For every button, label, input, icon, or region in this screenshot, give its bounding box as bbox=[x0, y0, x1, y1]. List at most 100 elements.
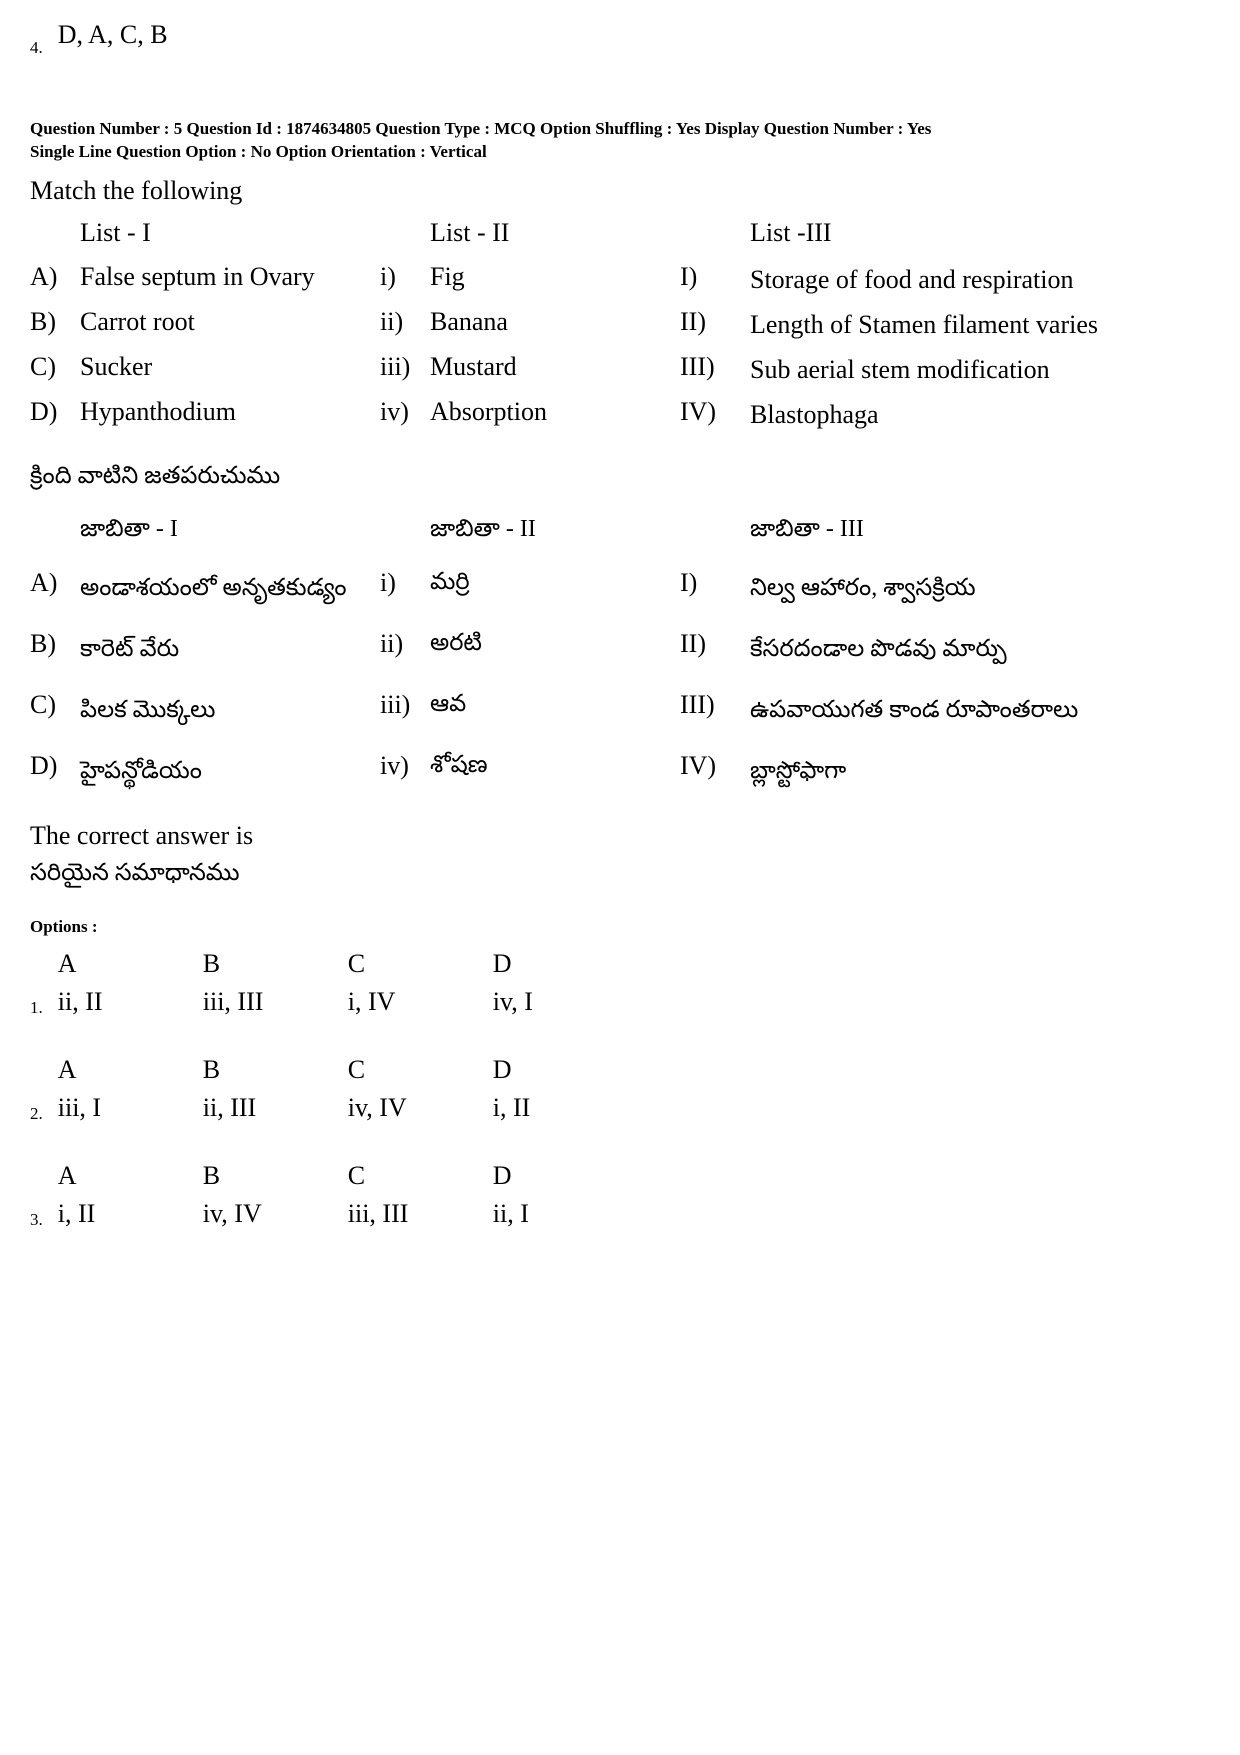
te-row-label-iv: iv) bbox=[380, 751, 430, 781]
te-row-c3: బ్లాస్టోఫాగా bbox=[750, 751, 1100, 792]
row-c1: False septum in Ovary bbox=[80, 262, 380, 292]
option-header-row: A B C D bbox=[58, 1051, 638, 1089]
question-metadata: Question Number : 5 Question Id : 187463… bbox=[30, 118, 1210, 164]
te-row-label-ii: ii) bbox=[380, 629, 430, 659]
te-row-label-i: i) bbox=[380, 568, 430, 598]
te-row-label-c: C) bbox=[30, 690, 80, 720]
option-header-cell: C bbox=[348, 1157, 493, 1195]
te-row-c2: అరటి bbox=[430, 629, 680, 662]
match-row: C) Sucker iii) Mustard III) Sub aerial s… bbox=[30, 352, 1210, 387]
option-number: 3. bbox=[30, 1210, 43, 1233]
option-value-cell: ii, III bbox=[203, 1089, 348, 1127]
option-table: A B C D i, II iv, IV iii, III ii, I bbox=[58, 1157, 638, 1233]
te-row-c1: అండాశయంలో అనృతకుడ్యం bbox=[80, 568, 380, 609]
te-row-label-IV: IV) bbox=[680, 751, 750, 781]
option-header-cell: B bbox=[203, 1157, 348, 1195]
match-row: A) False septum in Ovary i) Fig I) Stora… bbox=[30, 262, 1210, 297]
row-label-ii: ii) bbox=[380, 307, 430, 337]
option-value-row: i, II iv, IV iii, III ii, I bbox=[58, 1195, 638, 1233]
telugu-row: D) హైపన్థోడియం iv) శోషణ IV) బ్లాస్టోఫాగా bbox=[30, 751, 1210, 792]
option-3[interactable]: 3. A B C D i, II iv, IV iii, III ii, I bbox=[30, 1157, 1210, 1233]
te-row-label-d: D) bbox=[30, 751, 80, 781]
row-c2: Banana bbox=[430, 307, 680, 337]
option-number: 1. bbox=[30, 998, 43, 1021]
option-value-cell: i, II bbox=[493, 1089, 638, 1127]
te-row-label-III: III) bbox=[680, 690, 750, 720]
te-row-c3: నిల్వ ఆహారం, శ్వాసక్రియ bbox=[750, 568, 1100, 609]
match-header-row: List - I List - II List -III bbox=[30, 218, 1210, 248]
option-value-cell: iv, I bbox=[493, 983, 638, 1021]
header-list2: List - II bbox=[430, 218, 680, 248]
row-label-I: I) bbox=[680, 262, 750, 292]
option-header-cell: B bbox=[203, 1051, 348, 1089]
match-row: D) Hypanthodium iv) Absorption IV) Blast… bbox=[30, 397, 1210, 432]
option-value-cell: ii, II bbox=[58, 983, 203, 1021]
header-list1: List - I bbox=[80, 218, 380, 248]
header-list3: List -III bbox=[750, 218, 1100, 248]
te-row-c3: కేసరదండాల పొడవు మార్పు bbox=[750, 629, 1100, 670]
option-header-row: A B C D bbox=[58, 1157, 638, 1195]
te-row-label-iii: iii) bbox=[380, 690, 430, 720]
telugu-row: A) అండాశయంలో అనృతకుడ్యం i) మర్రి I) నిల్… bbox=[30, 568, 1210, 609]
option-table: A B C D ii, II iii, III i, IV iv, I bbox=[58, 945, 638, 1021]
option-table: A B C D iii, I ii, III iv, IV i, II bbox=[58, 1051, 638, 1127]
row-c3: Blastophaga bbox=[750, 397, 1100, 432]
option-header-cell: C bbox=[348, 945, 493, 983]
te-row-label-I: I) bbox=[680, 568, 750, 598]
header-te-list1: జాబితా - I bbox=[80, 515, 380, 548]
option-header-cell: A bbox=[58, 945, 203, 983]
te-row-c1: హైపన్థోడియం bbox=[80, 751, 380, 792]
te-row-c2: మర్రి bbox=[430, 568, 680, 601]
row-c1: Carrot root bbox=[80, 307, 380, 337]
instruction-english: Match the following bbox=[30, 176, 1210, 206]
match-table-english: List - I List - II List -III A) False se… bbox=[30, 218, 1210, 432]
option-value-row: ii, II iii, III i, IV iv, I bbox=[58, 983, 638, 1021]
option-value-row: iii, I ii, III iv, IV i, II bbox=[58, 1089, 638, 1127]
te-row-c2: శోషణ bbox=[430, 751, 680, 784]
meta-line-2: Single Line Question Option : No Option … bbox=[30, 141, 1210, 164]
prev-option-text: D, A, C, B bbox=[58, 20, 168, 50]
row-c3: Storage of food and respiration bbox=[750, 262, 1100, 297]
te-row-label-a: A) bbox=[30, 568, 80, 598]
row-c2: Fig bbox=[430, 262, 680, 292]
previous-option-fragment: 4. D, A, C, B bbox=[30, 20, 1210, 58]
header-te-list3: జాబితా - III bbox=[750, 515, 1100, 548]
row-label-iii: iii) bbox=[380, 352, 430, 382]
option-value-cell: iii, I bbox=[58, 1089, 203, 1127]
option-value-cell: iv, IV bbox=[348, 1089, 493, 1127]
header-te-list2: జాబితా - II bbox=[430, 515, 680, 548]
option-header-row: A B C D bbox=[58, 945, 638, 983]
row-c3: Length of Stamen filament varies bbox=[750, 307, 1100, 342]
option-header-cell: D bbox=[493, 1157, 638, 1195]
prev-option-number: 4. bbox=[30, 38, 43, 58]
option-number: 2. bbox=[30, 1104, 43, 1127]
match-row: B) Carrot root ii) Banana II) Length of … bbox=[30, 307, 1210, 342]
telugu-section: క్రింది వాటిని జతపరుచుము జాబితా - I జాబి… bbox=[30, 462, 1210, 791]
telugu-row: C) పిలక మొక్కలు iii) ఆవ III) ఉపవాయుగత కా… bbox=[30, 690, 1210, 731]
instruction-telugu: క్రింది వాటిని జతపరుచుము bbox=[30, 462, 1210, 495]
option-2[interactable]: 2. A B C D iii, I ii, III iv, IV i, II bbox=[30, 1051, 1210, 1127]
option-value-cell: i, II bbox=[58, 1195, 203, 1233]
option-1[interactable]: 1. A B C D ii, II iii, III i, IV iv, I bbox=[30, 945, 1210, 1021]
telugu-header-row: జాబితా - I జాబితా - II జాబితా - III bbox=[30, 515, 1210, 548]
option-header-cell: A bbox=[58, 1157, 203, 1195]
row-c2: Mustard bbox=[430, 352, 680, 382]
row-label-III: III) bbox=[680, 352, 750, 382]
option-header-cell: A bbox=[58, 1051, 203, 1089]
row-c1: Hypanthodium bbox=[80, 397, 380, 427]
te-row-c1: కారెట్ వేరు bbox=[80, 629, 380, 670]
answer-label-telugu: సరియైన సమాధానము bbox=[30, 859, 1210, 892]
row-label-II: II) bbox=[680, 307, 750, 337]
row-label-b: B) bbox=[30, 307, 80, 337]
row-label-c: C) bbox=[30, 352, 80, 382]
row-label-IV: IV) bbox=[680, 397, 750, 427]
row-label-a: A) bbox=[30, 262, 80, 292]
option-header-cell: D bbox=[493, 945, 638, 983]
options-label: Options : bbox=[30, 917, 1210, 937]
te-row-label-b: B) bbox=[30, 629, 80, 659]
option-header-cell: C bbox=[348, 1051, 493, 1089]
te-row-label-II: II) bbox=[680, 629, 750, 659]
row-label-d: D) bbox=[30, 397, 80, 427]
te-row-c1: పిలక మొక్కలు bbox=[80, 690, 380, 731]
option-value-cell: iv, IV bbox=[203, 1195, 348, 1233]
